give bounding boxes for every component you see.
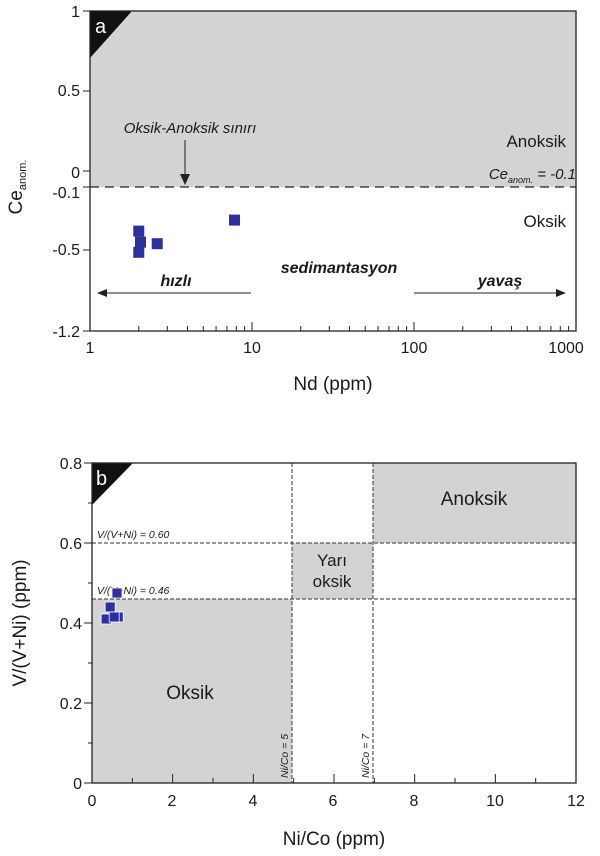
- data-point: [229, 214, 241, 226]
- panel-b-region-label-suboxic-2: oksik: [313, 572, 352, 591]
- panel-b-y-tick-labels: 0 0.2 0.4 0.6 0.8: [60, 456, 82, 793]
- panel-b-y-tick-label: 0.4: [60, 616, 82, 633]
- panel-a-oxic-bg: [90, 187, 576, 331]
- panel-b-region-label-suboxic-1: Yarı: [317, 551, 347, 570]
- panel-a-sedimentation-label: sedimantasyon: [281, 260, 398, 277]
- panel-a-anoxic-region: [90, 11, 576, 187]
- panel-b-y-tick-label: 0.8: [60, 456, 82, 473]
- panel-b-region-label-oxic: Oksik: [166, 683, 214, 704]
- panel-b-threshold-h1-label: V/(V+Ni) = 0.60: [97, 529, 170, 541]
- data-point: [135, 236, 147, 248]
- panel-a-corner-badge: [90, 11, 132, 58]
- panel-b-anoxic-region: [373, 463, 576, 543]
- panel-a-y-tick-label: -0.1: [52, 185, 80, 202]
- panel-b-frame: [91, 462, 577, 784]
- panel-a-y-axis-title-main: Ce: [6, 190, 27, 214]
- panel-b-x-tick-label: 0: [88, 793, 97, 810]
- data-point: [133, 225, 145, 237]
- panel-a-y-tick-label: -1.2: [52, 324, 80, 341]
- panel-b-oxic-region: [92, 599, 292, 783]
- panel-a-x-axis-title: Nd (ppm): [293, 374, 372, 395]
- panel-b-threshold-v1-label: Ni/Co = 5: [279, 734, 291, 778]
- panel-a-threshold-label: Ceanom. = -0.1: [489, 166, 576, 185]
- panel-a-x-tick-label: 1000: [548, 340, 584, 357]
- panel-a-y-axis-title: Ceanom.: [6, 160, 29, 215]
- data-point: [151, 238, 163, 250]
- data-point: [108, 611, 120, 623]
- panel-a-x-tick-label: 1: [86, 340, 95, 357]
- panel-a-slow-label: yavaş: [477, 273, 523, 290]
- panel-b-x-tick-labels: 0 2 4 6 8 10 12: [88, 793, 585, 810]
- panel-a-slow-arrow-head: [556, 289, 566, 297]
- panel-b-y-tick-label: 0: [73, 776, 82, 793]
- panel-b-x-tick-label: 6: [329, 793, 338, 810]
- panel-a-y-tick-label: 0: [71, 165, 80, 182]
- panel-a-x-tick-label: 100: [401, 340, 428, 357]
- panel-a-y-tick-label: 0.5: [58, 83, 80, 100]
- panel-b-x-tick-label: 12: [567, 793, 585, 810]
- panel-b-threshold-v2-label: Ni/Co = 7: [360, 733, 372, 778]
- panel-a-frame: [89, 10, 577, 332]
- panel-a-data-points: [133, 214, 241, 258]
- panel-b-y-axis-title: V/(V+Ni) (ppm): [10, 559, 31, 686]
- panel-a-y-tick-labels: 1 0.5 0 -0.1 -0.5 -1.2: [52, 4, 80, 341]
- panel-a: a 1 0.5 0 -0.1 -0.5 -1.2 1 10 100 1000 N…: [6, 4, 584, 395]
- panel-b-y-tick-label: 0.2: [60, 696, 82, 713]
- panel-b-suboxic-region: [292, 543, 373, 599]
- panel-a-ticks: [83, 10, 570, 332]
- panel-a-boundary-label: Oksik-Anoksik sınırı: [124, 120, 257, 137]
- panel-b-corner-badge: [92, 463, 133, 505]
- panel-b-y-tick-label: 0.6: [60, 536, 82, 553]
- data-point: [104, 601, 116, 613]
- panel-a-threshold-label-value: = -0.1: [533, 166, 576, 183]
- panel-b-region-label-anoxic: Anoksik: [441, 489, 508, 510]
- data-point: [111, 587, 123, 599]
- panel-a-y-tick-label: -0.5: [52, 242, 80, 259]
- panel-b-x-axis-title: Ni/Co (ppm): [283, 829, 385, 850]
- panel-a-y-axis-title-sub: anom.: [17, 160, 29, 191]
- panel-a-letter: a: [95, 16, 107, 38]
- panel-a-fast-arrow-head: [97, 289, 107, 297]
- panel-b-letter: b: [96, 468, 107, 490]
- panel-b-x-tick-label: 4: [249, 793, 258, 810]
- panel-a-x-tick-labels: 1 10 100 1000: [86, 340, 584, 357]
- panel-b-threshold-h2-label: V/(V+Ni) = 0.46: [97, 585, 170, 597]
- panel-b-x-tick-label: 8: [410, 793, 419, 810]
- panel-a-region-label-oxic: Oksik: [524, 212, 567, 231]
- panel-a-y-tick-label: 1: [71, 4, 80, 21]
- panel-b-data-points: [100, 587, 124, 625]
- panel-a-region-label-anoxic: Anoksik: [506, 132, 566, 151]
- data-point: [133, 246, 145, 258]
- panel-a-threshold-label-main: Ce: [489, 166, 508, 183]
- panel-b: b 0 0.2 0.4 0.6 0.8 0 2 4 6 8 10 12 Ni/C…: [10, 456, 585, 850]
- panel-b-x-tick-label: 2: [168, 793, 177, 810]
- panel-a-threshold-label-sub: anom.: [508, 175, 533, 185]
- panel-b-x-tick-label: 10: [486, 793, 504, 810]
- panel-a-fast-label: hızlı: [160, 273, 192, 290]
- panel-a-x-tick-label: 10: [243, 340, 261, 357]
- panel-a-boundary-arrow-head: [180, 174, 190, 185]
